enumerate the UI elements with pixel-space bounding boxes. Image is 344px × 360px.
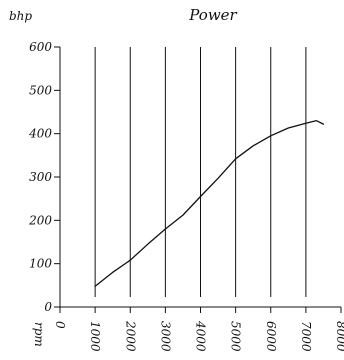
x-tick-label-5000: 5000 [229,321,243,352]
power-series-line [94,120,325,287]
x-tick-label-7000: 7000 [299,321,313,352]
y-tick-label-400: 400 [28,127,52,141]
x-tick-label-3000: 3000 [158,321,172,352]
chart-title: Power [188,6,237,24]
y-tick-label-100: 100 [29,257,52,271]
y-tick-label-600: 600 [29,40,52,54]
y-tick-label-500: 500 [29,83,52,97]
vertical-grid-lines [94,47,307,297]
x-tick-label-8000: 8000 [334,321,344,352]
x-tick-label-1000: 1000 [88,321,102,352]
y-tick-label-200: 200 [28,213,52,227]
x-tick-label-6000: 6000 [264,321,278,352]
x-tick-label-4000: 4000 [194,320,208,352]
y-tick-label-300: 300 [29,170,52,184]
y-axis-label: bhp [9,9,32,23]
x-axis-label: rpm [32,322,46,347]
series-layer [94,120,325,287]
x-tick-label-0: 0 [53,321,67,329]
y-tick-label-0: 0 [44,300,52,314]
x-tick-label-2000: 2000 [123,320,137,352]
